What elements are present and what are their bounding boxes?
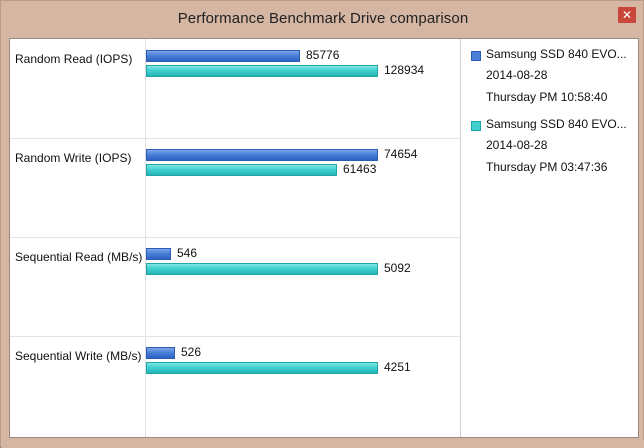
legend-name: Samsung SSD 840 EVO... [486,117,627,131]
category-label: Sequential Read (MB/s) [15,250,143,264]
legend-time: Thursday PM 03:47:36 [486,160,608,174]
category-separator [10,138,460,139]
bar-series-0[interactable] [146,248,171,260]
bar-series-0[interactable] [146,347,175,359]
legend-date: 2014-08-28 [486,138,548,152]
bar-value-label: 4251 [384,360,411,374]
bar-series-1[interactable] [146,362,378,374]
title-bar[interactable]: Performance Benchmark Drive comparison ✕ [1,1,643,37]
category-labels-column: Random Read (IOPS) Random Write (IOPS) Seq… [10,39,146,437]
bar-value-label: 85776 [306,48,340,62]
category-separator [10,237,460,238]
bar-series-0[interactable] [146,149,378,161]
legend-name: Samsung SSD 840 EVO... [486,47,627,61]
legend-time: Thursday PM 10:58:40 [486,90,608,104]
bar-series-1[interactable] [146,65,378,77]
bar-value-label: 74654 [384,147,418,161]
legend-swatch [471,121,481,131]
bar-series-1[interactable] [146,263,378,275]
bar-value-label: 61463 [343,162,377,176]
bar-value-label: 546 [177,246,198,260]
chart-area: Random Read (IOPS) Random Write (IOPS) Seq… [9,38,639,438]
bar-value-label: 5092 [384,261,411,275]
chart-legend: Samsung SSD 840 EVO... 2014-08-28 Thursday… [468,39,636,437]
category-label: Random Write (IOPS) [15,151,132,165]
category-separator [10,336,460,337]
legend-swatch [471,51,481,61]
bar-value-label: 128934 [384,63,425,77]
close-button[interactable]: ✕ [618,7,636,23]
category-label: Sequential Write (MB/s) [15,349,142,363]
bar-value-label: 526 [181,345,202,359]
close-icon: ✕ [621,8,633,22]
bars-column: 85776 128934 74654 61463 546 5092 526 4251 [146,39,461,437]
window-title: Performance Benchmark Drive comparison [177,10,469,27]
window-bottom-border [1,440,644,448]
legend-date: 2014-08-28 [486,68,548,82]
bar-series-0[interactable] [146,50,300,62]
bar-series-1[interactable] [146,164,337,176]
category-label: Random Read (IOPS) [15,52,133,66]
